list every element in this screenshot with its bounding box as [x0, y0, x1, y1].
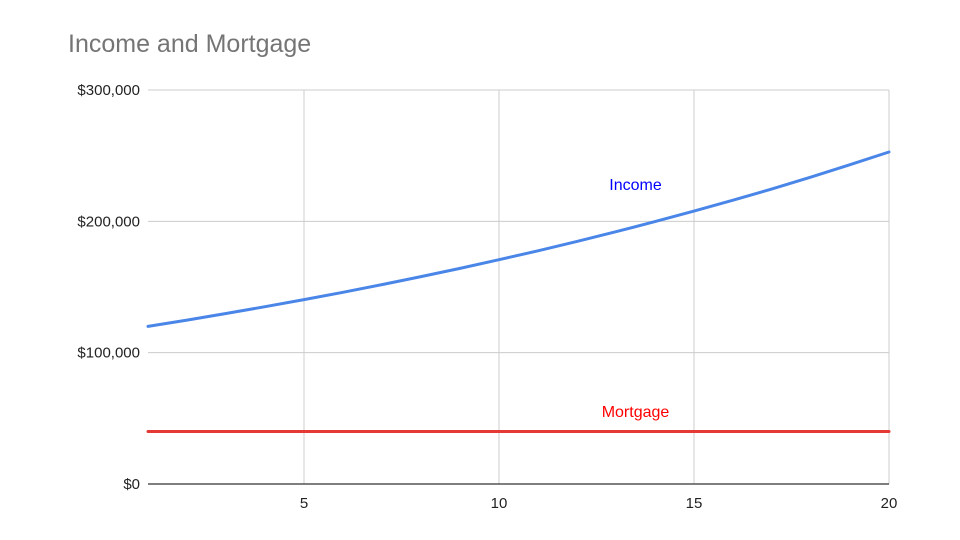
series-label-mortgage: Mortgage — [602, 404, 670, 421]
series-lines — [146, 150, 891, 433]
series-line-income — [146, 150, 891, 328]
x-tick-label: 15 — [686, 495, 703, 512]
chart-title: Income and Mortgage — [68, 30, 312, 58]
y-tick-label: $200,000 — [77, 213, 140, 230]
series-label-income: Income — [609, 177, 662, 194]
y-tick-label: $100,000 — [77, 345, 140, 362]
x-tick-label: 20 — [881, 495, 898, 512]
y-tick-label: $0 — [123, 476, 140, 493]
grid-lines — [148, 89, 890, 484]
x-tick-label: 10 — [491, 495, 508, 512]
y-tick-label: $300,000 — [77, 82, 140, 99]
x-tick-label: 5 — [300, 495, 308, 512]
labels: $0 $100,000 $200,000 $300,000 5 10 15 20 Income M… — [77, 82, 897, 512]
